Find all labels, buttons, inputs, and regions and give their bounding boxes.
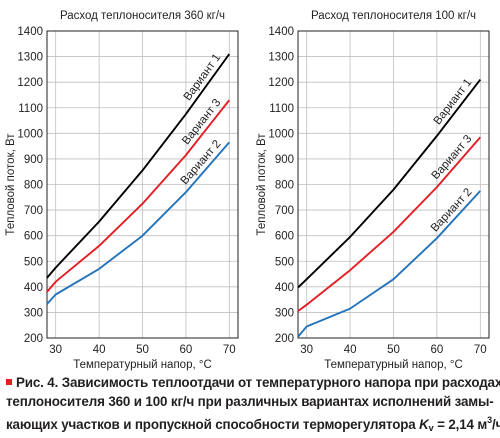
chart-2-y-tick-label: 800 <box>275 180 294 192</box>
caption-line-1-text: Рис. 4. Зависимость теплоотдачи от темпе… <box>16 375 500 390</box>
chart-2-x-tick-label: 40 <box>344 344 357 356</box>
figure: 30 40 50 60 70 200 300 400 500 600 700 800 900 1000 11… <box>5 10 490 371</box>
chart-2-y-tick-label: 1400 <box>268 26 294 38</box>
chart-2-series-line-2 <box>297 136 482 312</box>
figure-caption: Рис. 4. Зависимость теплоотдачи от темпе… <box>6 374 500 438</box>
caption-kv-subscript: v <box>428 423 434 434</box>
chart-1-y-tick-label: 1200 <box>17 77 43 89</box>
chart-2-y-axis-label: Тепловой поток, Вт <box>256 133 268 236</box>
chart-2-y-tick-label: 1000 <box>268 128 294 140</box>
chart-1-y-tick-label: 400 <box>24 282 43 294</box>
chart-1-y-tick-label: 300 <box>24 307 43 319</box>
chart-2-x-axis-label: Температурный напор, °С <box>324 359 463 371</box>
chart-2-y-tick-label: 1300 <box>268 52 294 64</box>
caption-line-3-text-a: кающих участков и пропускной способности… <box>6 417 420 433</box>
chart-1-y-tick-label: 800 <box>24 180 43 192</box>
chart-1-x-tick-label: 50 <box>136 344 149 356</box>
chart-1-series-label-1: Вариант 1 <box>182 52 224 103</box>
chart-2-y-tick-label: 1200 <box>268 77 294 89</box>
chart-1-series-line-3 <box>46 141 231 305</box>
caption-line-3-text-b: = 2,14 м <box>433 417 488 433</box>
chart-1-x-tick-label: 40 <box>93 344 106 356</box>
chart-1-y-tick-label: 1100 <box>18 103 43 115</box>
chart-1-plot-frame <box>46 30 239 339</box>
chart-1-title: Расход теплоносителя 360 кг/ч <box>60 10 225 22</box>
chart-2-y-tick-label: 300 <box>275 307 294 319</box>
chart-1-panel: 30 40 50 60 70 200 300 400 500 600 700 800 900 1000 11… <box>5 10 239 371</box>
chart-2-title: Расход теплоносителя 100 кг/ч <box>311 10 476 22</box>
chart-2-x-tick-label: 30 <box>300 344 313 356</box>
chart-1-x-tick-label: 30 <box>49 344 62 356</box>
caption-line-3-text-c: /ч <box>492 417 500 433</box>
chart-1-series-label-3: Вариант 2 <box>179 138 224 187</box>
chart-1-x-tick-label: 60 <box>180 344 193 356</box>
chart-1-y-tick-label: 1300 <box>17 52 43 64</box>
chart-2-x-tick-label: 50 <box>387 344 400 356</box>
chart-2-y-tick-label: 900 <box>275 154 294 166</box>
chart-2-series-line-3 <box>297 190 481 338</box>
caption-line-1: Рис. 4. Зависимость теплоотдачи от темпе… <box>6 374 500 393</box>
chart-1-y-tick-label: 700 <box>24 205 43 217</box>
caption-kv-symbol: K <box>419 417 429 433</box>
chart-1-y-tick-label: 600 <box>24 231 43 243</box>
chart-1-x-tick-label: 70 <box>223 344 236 356</box>
chart-1-y-tick-label: 900 <box>24 154 43 166</box>
chart-1-x-axis-label: Температурный напор, °С <box>73 359 212 371</box>
caption-marker <box>6 379 12 385</box>
chart-1-y-tick-label: 1400 <box>17 26 43 38</box>
chart-1-series-line-2 <box>46 99 231 293</box>
chart-1-y-tick-label: 500 <box>24 256 43 268</box>
chart-1-series-label-2: Вариант 3 <box>180 97 223 147</box>
chart-1-series-line-1 <box>46 53 231 279</box>
chart-2-plot-frame <box>297 30 490 339</box>
chart-2-x-tick-label: 60 <box>431 344 444 356</box>
chart-2-y-tick-label: 200 <box>275 333 294 345</box>
chart-2-x-tick-label: 70 <box>474 344 487 356</box>
chart-2-y-tick-label: 500 <box>275 256 294 268</box>
chart-2-y-tick-label: 600 <box>275 231 294 243</box>
chart-1-y-tick-label: 200 <box>24 333 43 345</box>
caption-line-3: кающих участков и пропускной способности… <box>6 411 500 438</box>
chart-2-series-label-1: Вариант 1 <box>432 77 475 128</box>
chart-2-y-tick-label: 400 <box>275 282 294 294</box>
chart-1-y-tick-label: 1000 <box>17 128 43 140</box>
chart-2-series-label-2: Вариант 3 <box>430 133 475 182</box>
chart-2-series-line-1 <box>297 79 482 289</box>
caption-line-2: теплоносителя 360 и 100 кг/ч при различн… <box>6 393 494 409</box>
chart-2-panel: 30 40 50 60 70 200 300 400 500 600 700 800 900 1000 11… <box>256 10 490 371</box>
chart-1-y-axis-label: Тепловой поток, Вт <box>5 133 17 236</box>
chart-2-y-tick-label: 700 <box>275 205 294 217</box>
caption-unit-superscript: 3 <box>487 415 492 426</box>
chart-2-y-tick-label: 1100 <box>269 103 294 115</box>
